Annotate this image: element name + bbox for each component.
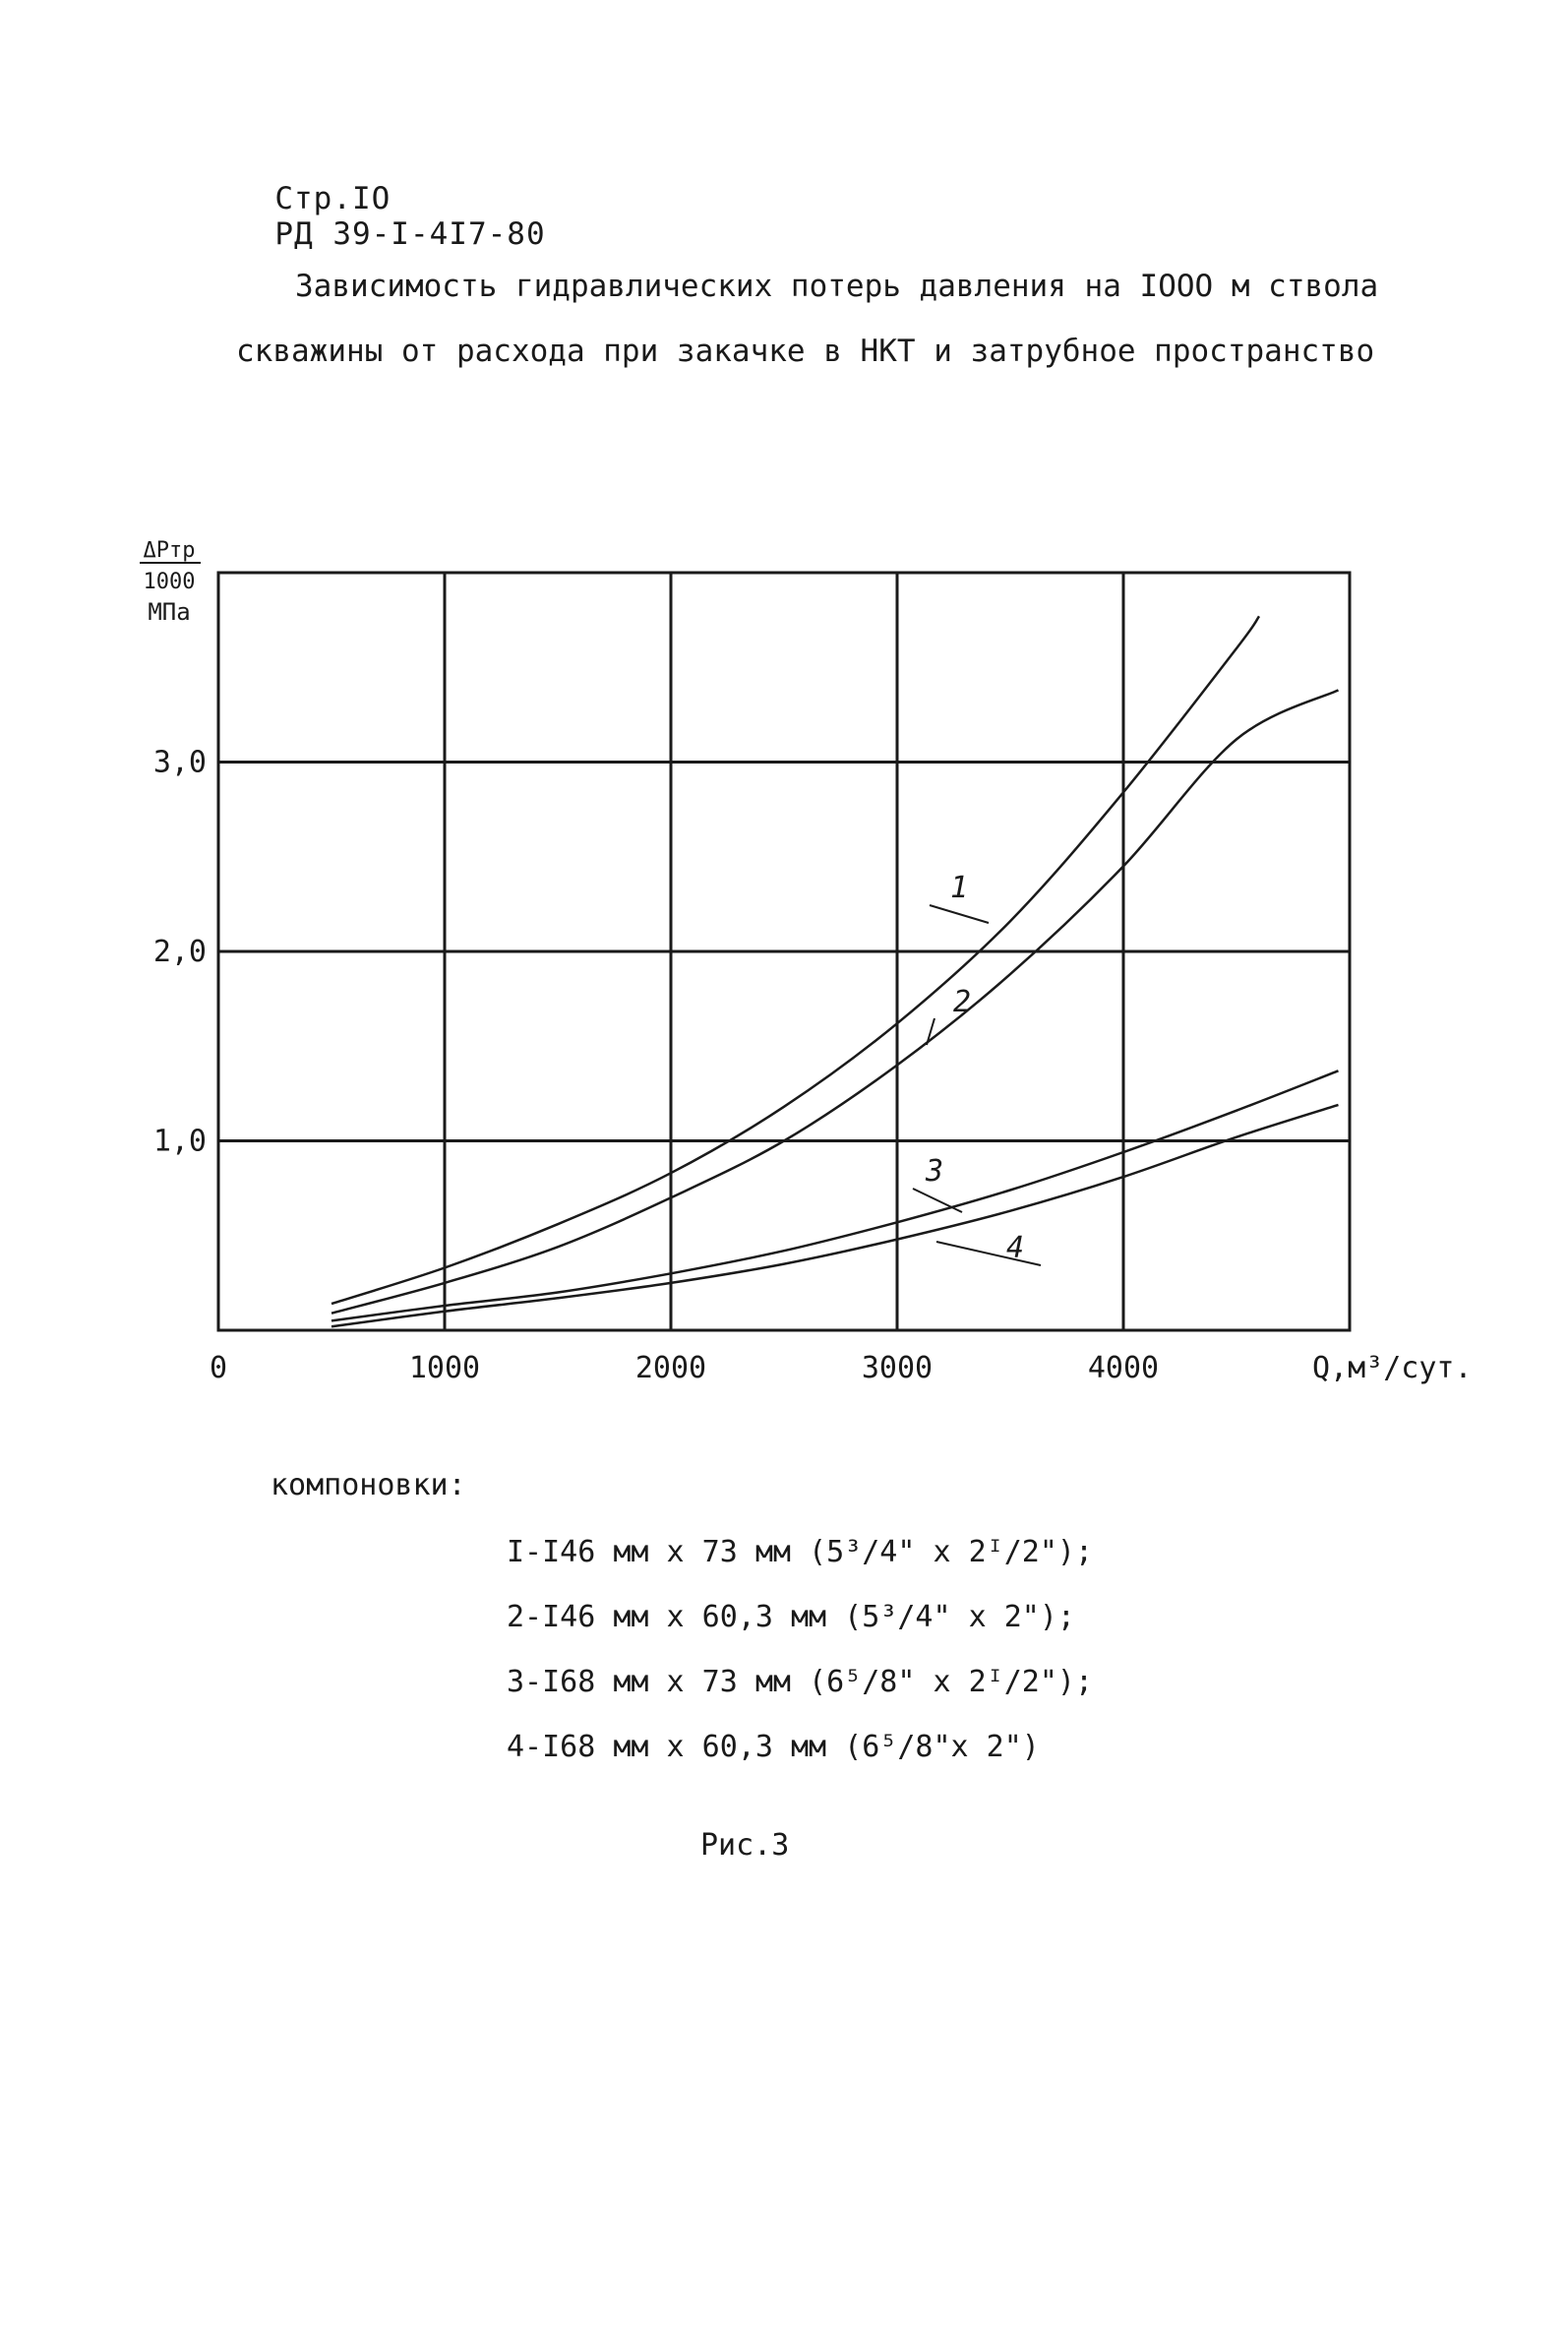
series-line-2 [331, 689, 1340, 1315]
y-tick-label: 3,0 [153, 746, 207, 780]
legend-item-2: 2-I46 мм х 60,3 мм (5³/4" х 2"); [507, 1600, 1075, 1634]
plot-frame [216, 571, 1352, 1332]
series-line-3 [331, 1070, 1339, 1322]
series-label-leader-4 [935, 1241, 1042, 1266]
y-tick-label: 2,0 [153, 935, 207, 969]
page-number: Стр.IO [274, 181, 392, 216]
series-label-leader-3 [912, 1188, 963, 1213]
x-tick-label: 3000 [862, 1351, 933, 1385]
series-label-1: 1 [950, 871, 968, 905]
series-label-4: 4 [1006, 1231, 1024, 1265]
chart-axes [216, 571, 1352, 1332]
x-tick-label: 1000 [409, 1351, 480, 1385]
y-axis-label-top: ΔРтр [144, 538, 196, 563]
legend-item-4: 4-I68 мм х 60,3 мм (6⁵/8"х 2") [507, 1730, 1040, 1764]
legend-title: компоновки: [271, 1468, 466, 1502]
series-label-2: 2 [953, 985, 971, 1019]
x-tick-label: 4000 [1088, 1351, 1159, 1385]
figure-title: Зависимость гидравлических потерь давлен… [236, 254, 1466, 384]
chart-grid [218, 573, 1350, 1330]
chart-labels: 0 1000 2000 3000 4000 1,0 2,0 3,0 ΔРтр 1000 МПа Q,м… [140, 538, 1473, 1385]
series-label-leader-1 [929, 904, 990, 924]
y-tick-label: 1,0 [153, 1125, 207, 1159]
y-axis-label-unit: МПа [148, 598, 190, 626]
chart-series [331, 615, 1340, 1328]
legend-items: I-I46 мм х 73 мм (5³/4" х 2ᴵ/2"); 2-I46 … [507, 1520, 1093, 1780]
x-tick-label: 0 [210, 1351, 227, 1385]
series-line-4 [331, 1103, 1339, 1328]
figure-title-line-1: Зависимость гидравлических потерь давлен… [295, 269, 1379, 304]
figure-caption: Рис.3 [700, 1828, 790, 1863]
legend: компоновки: I-I46 мм х 73 мм (5³/4" х 2ᴵ… [271, 1468, 1093, 1780]
figure-title-line-2: скважины от расхода при закачке в НКТ и … [236, 334, 1375, 369]
legend-item-1: I-I46 мм х 73 мм (5³/4" х 2ᴵ/2"); [507, 1535, 1094, 1569]
legend-item-3: 3-I68 мм х 73 мм (6⁵/8" х 2ᴵ/2"); [507, 1665, 1094, 1699]
series-label-3: 3 [925, 1154, 943, 1189]
x-tick-label: 2000 [635, 1351, 706, 1385]
document-code: РД 39-I-4I7-80 [274, 216, 546, 252]
x-axis-label: Q,м³/сут. [1312, 1351, 1473, 1385]
series-line-1 [331, 615, 1261, 1306]
y-axis-label-mid: 1000 [144, 570, 196, 594]
chart: 0 1000 2000 3000 4000 1,0 2,0 3,0 ΔРтр 1000 МПа Q,м… [140, 538, 1473, 1385]
series-label-leader-2 [926, 1017, 935, 1046]
page-header: Стр.IO РД 39-I-4I7-80 [236, 146, 577, 252]
